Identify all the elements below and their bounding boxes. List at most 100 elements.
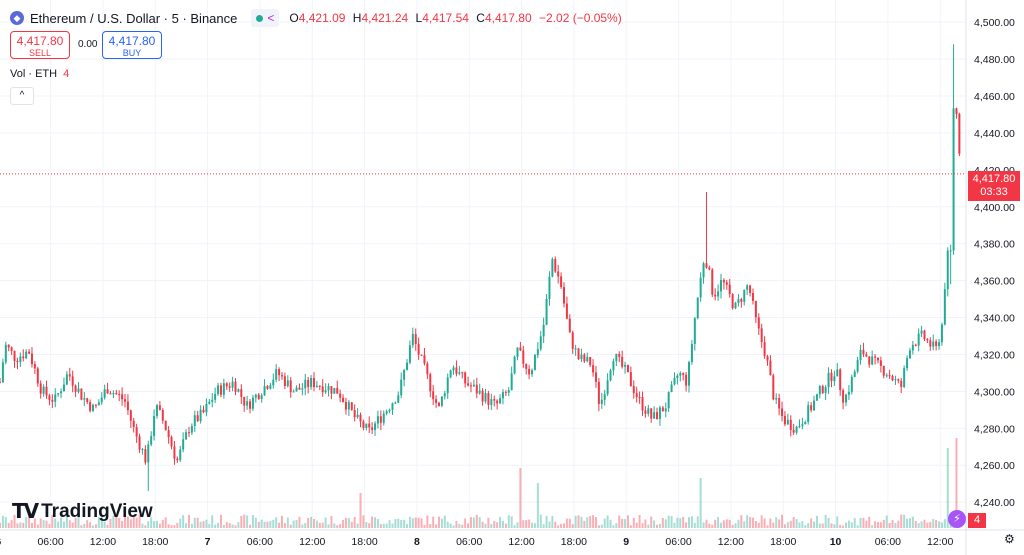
candle-body <box>821 386 824 394</box>
candle-body <box>853 371 856 377</box>
volume-bar <box>449 523 452 528</box>
candle-body <box>807 405 810 422</box>
candle-body <box>833 376 836 382</box>
volume-bar <box>676 517 679 528</box>
candle-body <box>661 407 664 412</box>
candle-body <box>304 379 307 389</box>
volume-bar <box>458 523 461 528</box>
candle-body <box>586 357 589 362</box>
candle-body <box>51 399 54 402</box>
candle-body <box>263 386 266 396</box>
collapse-legend-button[interactable]: ^ <box>10 87 34 105</box>
candle-body <box>283 376 286 387</box>
candle-body <box>356 414 359 418</box>
candle-body <box>574 348 577 350</box>
gear-icon[interactable]: ⚙ <box>1004 532 1015 546</box>
candle-body <box>417 344 420 355</box>
volume-bar <box>525 520 528 528</box>
volume-bar <box>234 525 237 528</box>
volume-bar <box>734 523 737 528</box>
volume-bar <box>173 525 176 528</box>
volume-bar <box>333 523 336 528</box>
high-value: 4,421.24 <box>361 11 409 25</box>
volume-bar <box>914 520 917 528</box>
bar-countdown: 03:33 <box>980 186 1008 198</box>
volume-bar <box>161 519 164 528</box>
volume-bar <box>225 522 228 528</box>
candle-body <box>670 384 673 393</box>
candle-body <box>763 342 766 357</box>
volume-bar <box>749 516 752 528</box>
volume-bar <box>929 521 932 528</box>
candle-body <box>33 364 36 369</box>
volume-bar <box>240 515 243 528</box>
candle-body <box>693 318 696 345</box>
candle-body <box>705 263 708 268</box>
sell-button[interactable]: 4,417.80 SELL <box>10 31 70 59</box>
y-tick-label: 4,360.00 <box>974 276 1015 288</box>
candle-body <box>452 367 455 371</box>
volume-bar <box>632 517 635 528</box>
candle-body <box>650 408 653 419</box>
tradingview-logo[interactable]: 𝗧𝗩 TradingView <box>12 499 153 524</box>
candle-body <box>865 354 868 357</box>
volume-bar <box>45 520 48 528</box>
y-tick-label: 4,240.00 <box>974 497 1015 509</box>
candle-body <box>344 401 347 410</box>
volume-legend[interactable]: Vol · ETH 4 <box>10 68 69 80</box>
x-tick-label: 8 <box>414 536 420 548</box>
candle-body <box>469 385 472 387</box>
candle-body <box>847 391 850 395</box>
candle-body <box>443 393 446 397</box>
candle-body <box>786 419 789 425</box>
volume-bar <box>269 520 272 528</box>
candle-body <box>839 369 842 391</box>
volume-bar <box>731 524 734 528</box>
candle-body <box>778 398 781 409</box>
market-status-pill[interactable]: < <box>251 9 280 27</box>
candle-body <box>461 372 464 374</box>
x-tick-label: 12:00 <box>299 536 325 548</box>
candle-body <box>906 358 909 369</box>
candle-body <box>731 294 734 309</box>
candle-body <box>406 362 409 370</box>
open-value: 4,421.09 <box>298 11 346 25</box>
volume-bar <box>629 525 632 528</box>
candle-body <box>336 387 339 394</box>
candle-body <box>897 379 900 381</box>
candle-body <box>25 351 28 359</box>
volume-bar <box>237 522 240 528</box>
candle-body <box>673 377 676 385</box>
candle-body <box>769 360 772 376</box>
volume-bar <box>487 517 490 528</box>
current-volume-tag: 4 <box>968 513 986 528</box>
volume-bar <box>211 515 214 528</box>
volume-bar <box>647 524 650 528</box>
volume-bar <box>589 515 592 528</box>
candle-body <box>83 398 86 400</box>
candle-body <box>414 334 417 345</box>
buy-button[interactable]: 4,417.80 BUY <box>102 31 162 59</box>
volume-bar <box>126 516 129 528</box>
candle-body <box>16 360 19 363</box>
candle-body <box>385 411 388 414</box>
volume-bar <box>763 518 766 528</box>
low-label: L <box>415 11 423 25</box>
volume-bar <box>57 521 60 528</box>
volume-bar <box>876 522 879 528</box>
candle-body <box>231 381 234 388</box>
volume-bar <box>228 523 231 528</box>
volume-bar <box>859 518 862 528</box>
volume-bar <box>533 523 536 528</box>
candle-body <box>391 403 394 410</box>
candle-body <box>658 407 661 419</box>
symbol-title[interactable]: Ethereum / U.S. Dollar · 5 · Binance <box>30 10 238 26</box>
candle-body <box>92 404 95 411</box>
volume-bar <box>725 519 728 528</box>
candle-body <box>531 370 534 375</box>
candle-body <box>914 344 917 346</box>
lightning-icon[interactable]: ⚡ <box>948 510 966 528</box>
volume-bar <box>626 515 629 528</box>
volume-bar <box>600 524 603 528</box>
